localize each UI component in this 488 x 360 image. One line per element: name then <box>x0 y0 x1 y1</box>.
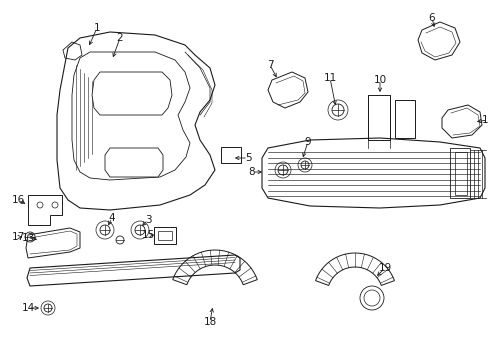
Text: 16: 16 <box>11 195 24 205</box>
Text: 14: 14 <box>21 303 35 313</box>
Text: 3: 3 <box>144 215 151 225</box>
Text: 15: 15 <box>141 230 154 240</box>
Circle shape <box>359 286 383 310</box>
Text: 18: 18 <box>203 317 216 327</box>
Polygon shape <box>105 148 163 177</box>
Polygon shape <box>92 72 172 115</box>
Text: 13: 13 <box>21 233 35 243</box>
Text: 4: 4 <box>108 213 115 223</box>
Text: 8: 8 <box>248 167 255 177</box>
Text: 5: 5 <box>244 153 251 163</box>
Text: 2: 2 <box>117 33 123 43</box>
Text: 6: 6 <box>428 13 434 23</box>
Text: 10: 10 <box>373 75 386 85</box>
Text: 1: 1 <box>94 23 100 33</box>
Text: 11: 11 <box>323 73 336 83</box>
Text: 19: 19 <box>378 263 391 273</box>
Text: 7: 7 <box>266 60 273 70</box>
Text: 17: 17 <box>11 232 24 242</box>
Text: 12: 12 <box>480 115 488 125</box>
Text: 9: 9 <box>304 137 311 147</box>
